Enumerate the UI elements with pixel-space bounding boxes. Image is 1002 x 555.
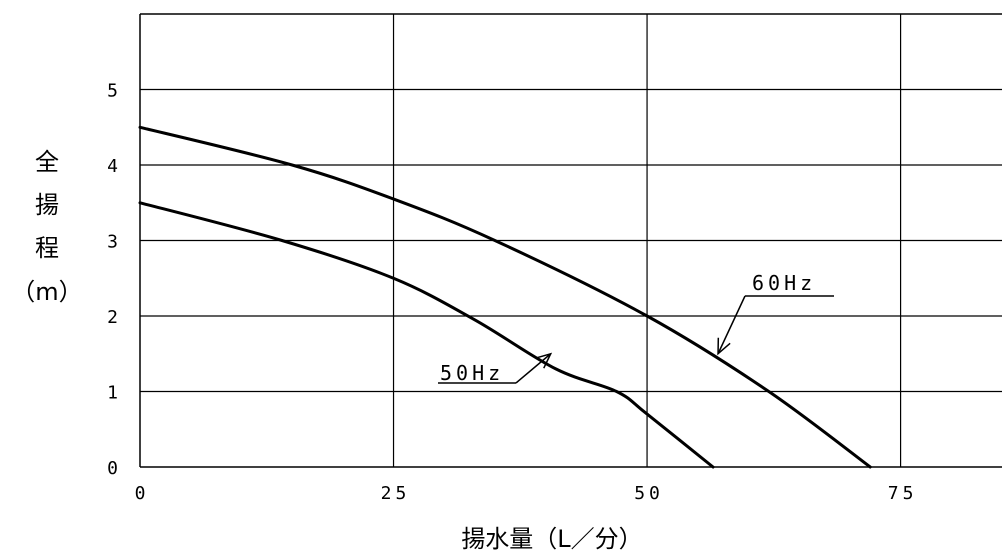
annotation-arrowhead-50hz bbox=[535, 352, 553, 369]
y-axis-label-line-1: 全 bbox=[35, 148, 59, 176]
x-tick-label: 50 bbox=[634, 483, 664, 504]
y-tick-label: 5 bbox=[107, 81, 122, 102]
annotations: 60Hz 50Hz bbox=[438, 271, 834, 385]
y-tick-label: 0 bbox=[107, 458, 122, 479]
annotation-leader-60hz bbox=[717, 295, 746, 355]
y-tick-label: 3 bbox=[107, 232, 122, 253]
y-axis-label-line-2: 揚 bbox=[35, 191, 59, 219]
grid bbox=[139, 13, 1002, 468]
axis-labels: 揚水量（L／分） 全 揚 程 （m） bbox=[11, 148, 642, 553]
annotation-leader-50hz bbox=[515, 353, 552, 384]
x-tick-label: 0 bbox=[135, 483, 150, 504]
y-tick-label: 4 bbox=[107, 156, 122, 177]
x-tick-label: 75 bbox=[888, 483, 918, 504]
series bbox=[138, 125, 872, 469]
series-line-50hz bbox=[138, 201, 715, 469]
annotation-arrowhead-60hz bbox=[717, 337, 731, 356]
annotation-label-50hz: 50Hz bbox=[440, 361, 504, 385]
x-tick-label: 25 bbox=[381, 483, 411, 504]
y-axis-label-line-4: （m） bbox=[11, 278, 82, 306]
annotation-label-60hz: 60Hz bbox=[752, 271, 816, 295]
x-axis-label: 揚水量（L／分） bbox=[461, 525, 642, 553]
y-axis-label-line-3: 程 bbox=[35, 234, 59, 262]
y-tick-label: 1 bbox=[107, 383, 122, 404]
series-line-60hz bbox=[138, 125, 872, 469]
y-tick-label: 2 bbox=[107, 307, 122, 328]
